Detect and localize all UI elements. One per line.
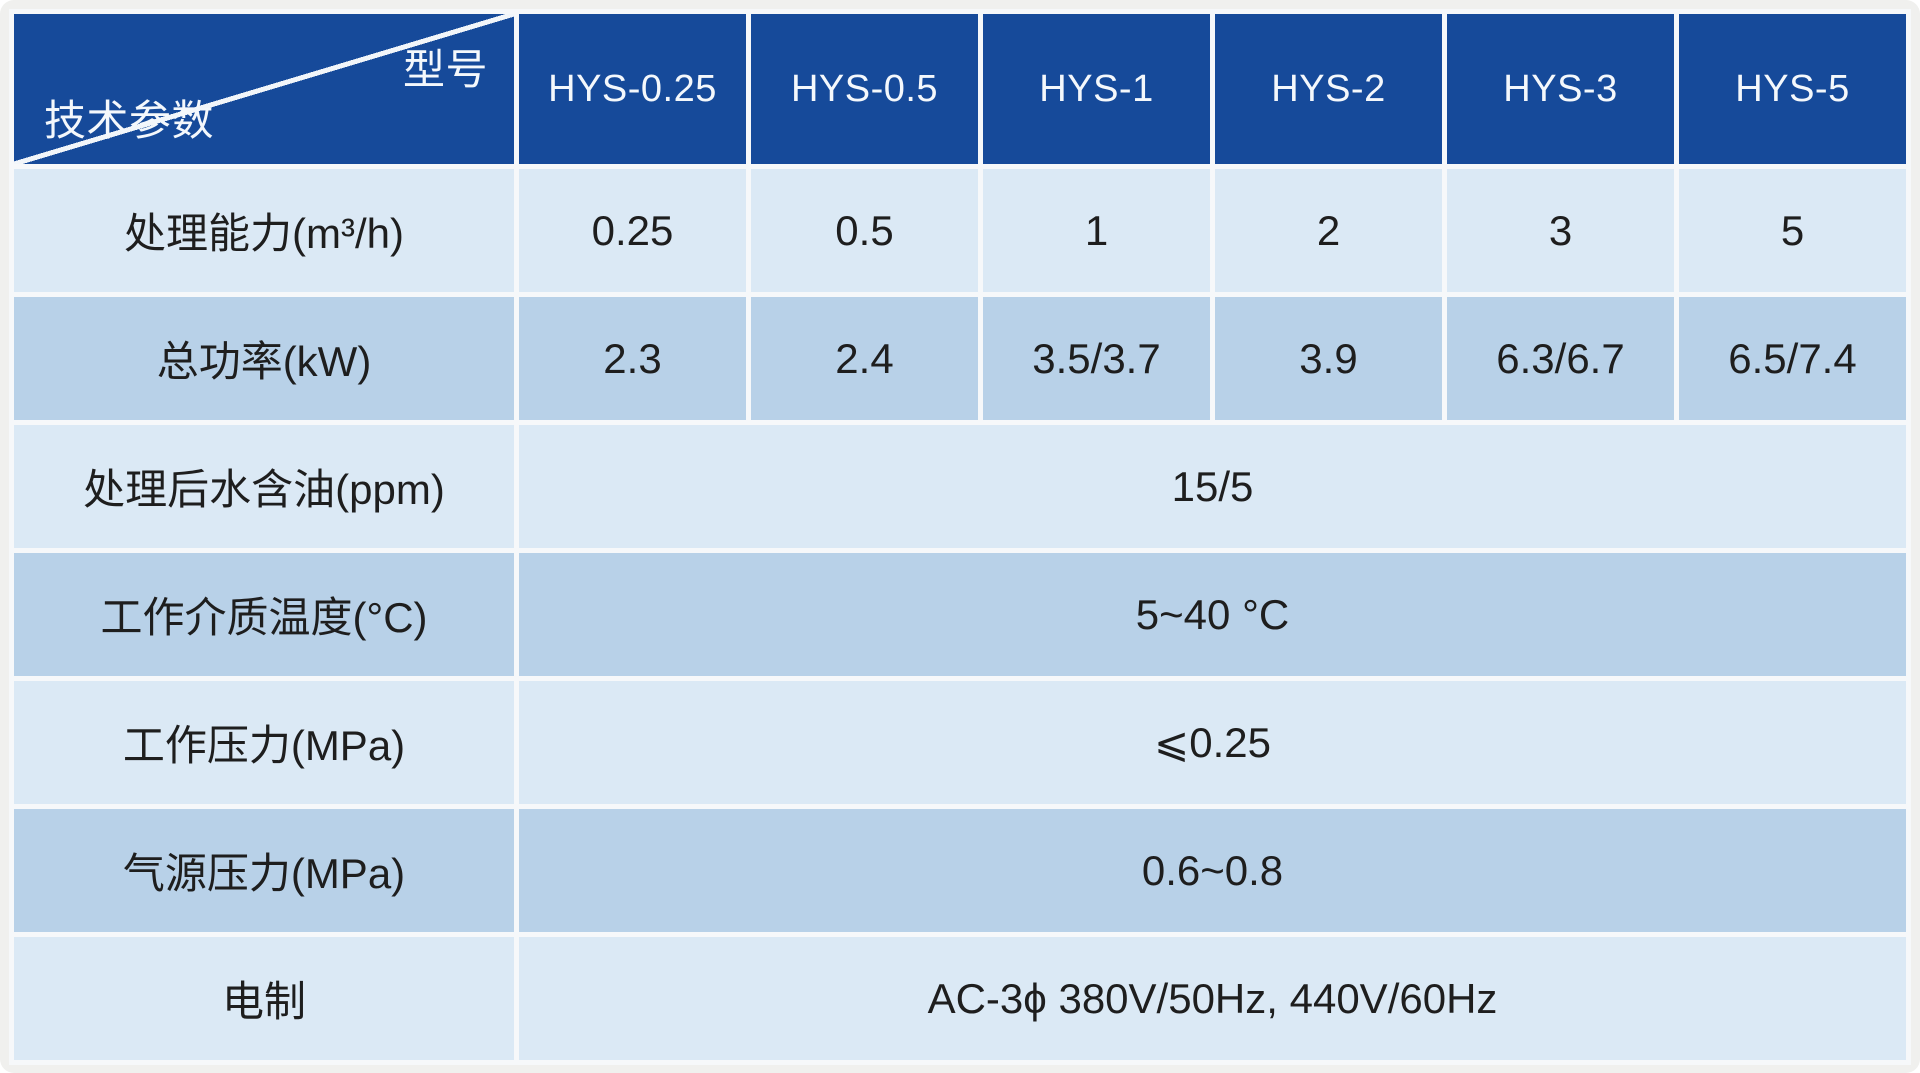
cell-value: 6.5/7.4 bbox=[1679, 297, 1906, 420]
column-header-hys-05: HYS-0.5 bbox=[751, 14, 978, 164]
column-header-hys-3: HYS-3 bbox=[1447, 14, 1674, 164]
row-label: 工作压力(MPa) bbox=[14, 681, 514, 804]
table-row-electrical-system: 电制 AC-3ϕ 380V/50Hz, 440V/60Hz bbox=[14, 937, 1906, 1060]
corner-header-cell: 型号 技术参数 bbox=[14, 14, 514, 164]
corner-model-label: 型号 bbox=[402, 46, 488, 93]
row-label: 气源压力(MPa) bbox=[14, 809, 514, 932]
merged-cell-value: 0.6~0.8 bbox=[519, 809, 1906, 932]
cell-value: 5 bbox=[1679, 169, 1906, 292]
row-label: 电制 bbox=[14, 937, 514, 1060]
row-label: 处理后水含油(ppm) bbox=[14, 425, 514, 548]
row-label: 处理能力(m³/h) bbox=[14, 169, 514, 292]
table-row-capacity: 处理能力(m³/h) 0.25 0.5 1 2 3 5 bbox=[14, 169, 1906, 292]
technical-parameters-table: 型号 技术参数 HYS-0.25 HYS-0.5 HYS-1 HYS-2 HYS… bbox=[9, 9, 1911, 1065]
table-row-total-power: 总功率(kW) 2.3 2.4 3.5/3.7 3.9 6.3/6.7 6.5/… bbox=[14, 297, 1906, 420]
cell-value: 0.25 bbox=[519, 169, 746, 292]
merged-cell-value: 5~40 °C bbox=[519, 553, 1906, 676]
column-header-hys-1: HYS-1 bbox=[983, 14, 1210, 164]
cell-value: 0.5 bbox=[751, 169, 978, 292]
cell-value: 3 bbox=[1447, 169, 1674, 292]
header-row: 型号 技术参数 HYS-0.25 HYS-0.5 HYS-1 HYS-2 HYS… bbox=[14, 14, 1906, 164]
merged-cell-value: ⩽0.25 bbox=[519, 681, 1906, 804]
merged-cell-value: AC-3ϕ 380V/50Hz, 440V/60Hz bbox=[519, 937, 1906, 1060]
cell-value: 3.9 bbox=[1215, 297, 1442, 420]
cell-value: 2.3 bbox=[519, 297, 746, 420]
table-row-treated-oil-content: 处理后水含油(ppm) 15/5 bbox=[14, 425, 1906, 548]
cell-value: 3.5/3.7 bbox=[983, 297, 1210, 420]
table-row-air-supply-pressure: 气源压力(MPa) 0.6~0.8 bbox=[14, 809, 1906, 932]
cell-value: 6.3/6.7 bbox=[1447, 297, 1674, 420]
column-header-hys-025: HYS-0.25 bbox=[519, 14, 746, 164]
row-label: 总功率(kW) bbox=[14, 297, 514, 420]
column-header-hys-2: HYS-2 bbox=[1215, 14, 1442, 164]
merged-cell-value: 15/5 bbox=[519, 425, 1906, 548]
table-row-medium-temperature: 工作介质温度(°C) 5~40 °C bbox=[14, 553, 1906, 676]
column-header-hys-5: HYS-5 bbox=[1679, 14, 1906, 164]
cell-value: 2.4 bbox=[751, 297, 978, 420]
table-row-working-pressure: 工作压力(MPa) ⩽0.25 bbox=[14, 681, 1906, 804]
cell-value: 1 bbox=[983, 169, 1210, 292]
row-label: 工作介质温度(°C) bbox=[14, 553, 514, 676]
corner-params-label: 技术参数 bbox=[44, 97, 215, 144]
cell-value: 2 bbox=[1215, 169, 1442, 292]
